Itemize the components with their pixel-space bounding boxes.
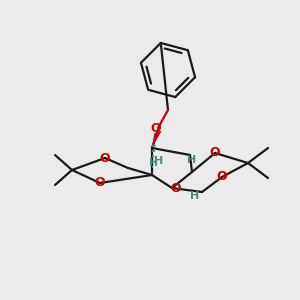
Polygon shape [152,130,162,148]
Text: O: O [171,182,181,194]
Text: H: H [188,155,196,165]
Text: H: H [154,156,164,166]
Text: H: H [149,158,158,168]
Text: O: O [210,146,220,160]
Text: O: O [100,152,110,164]
Text: O: O [95,176,105,190]
Text: O: O [217,170,227,184]
Text: O: O [151,122,161,134]
Text: H: H [190,191,200,201]
